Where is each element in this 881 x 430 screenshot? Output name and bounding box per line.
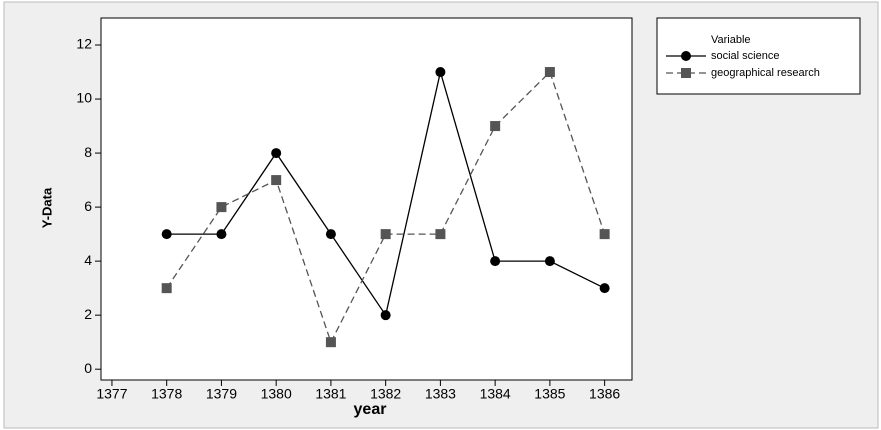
x-tick-label: 1377 <box>96 386 127 402</box>
legend: Variable social science geographical rese… <box>656 17 861 95</box>
marker <box>544 256 555 267</box>
marker <box>380 310 391 321</box>
marker <box>435 67 446 78</box>
marker <box>271 175 282 186</box>
marker <box>161 283 172 294</box>
marker <box>599 283 610 294</box>
x-tick-label: 1381 <box>315 386 346 402</box>
y-tick-label: 2 <box>84 306 92 322</box>
x-tick-label: 1380 <box>261 386 292 402</box>
marker <box>271 148 282 159</box>
marker <box>435 229 446 240</box>
marker <box>681 68 691 78</box>
x-tick-label: 1386 <box>589 386 620 402</box>
marker <box>599 229 610 240</box>
marker <box>490 256 501 267</box>
marker <box>490 121 501 132</box>
legend-label: social science <box>711 50 779 62</box>
marker <box>216 229 227 240</box>
marker <box>325 229 336 240</box>
y-tick-label: 10 <box>76 90 92 106</box>
x-tick-label: 1384 <box>480 386 511 402</box>
legend-label: geographical research <box>711 67 820 79</box>
marker <box>216 202 227 213</box>
marker <box>544 67 555 78</box>
y-tick-label: 12 <box>76 36 92 52</box>
y-axis-label: Y-Data <box>39 187 54 228</box>
legend-title: Variable <box>711 34 751 46</box>
x-tick-label: 1383 <box>425 386 456 402</box>
marker <box>325 337 336 348</box>
y-tick-label: 8 <box>84 144 92 160</box>
marker <box>681 51 691 61</box>
y-tick-label: 6 <box>84 198 92 214</box>
y-tick-label: 4 <box>84 252 92 268</box>
x-tick-label: 1385 <box>534 386 565 402</box>
x-tick-label: 1382 <box>370 386 401 402</box>
marker <box>161 229 172 240</box>
x-tick-label: 1379 <box>206 386 237 402</box>
x-tick-label: 1378 <box>151 386 182 402</box>
x-axis-label: year <box>354 401 387 418</box>
marker <box>380 229 391 240</box>
y-tick-label: 0 <box>84 360 92 376</box>
